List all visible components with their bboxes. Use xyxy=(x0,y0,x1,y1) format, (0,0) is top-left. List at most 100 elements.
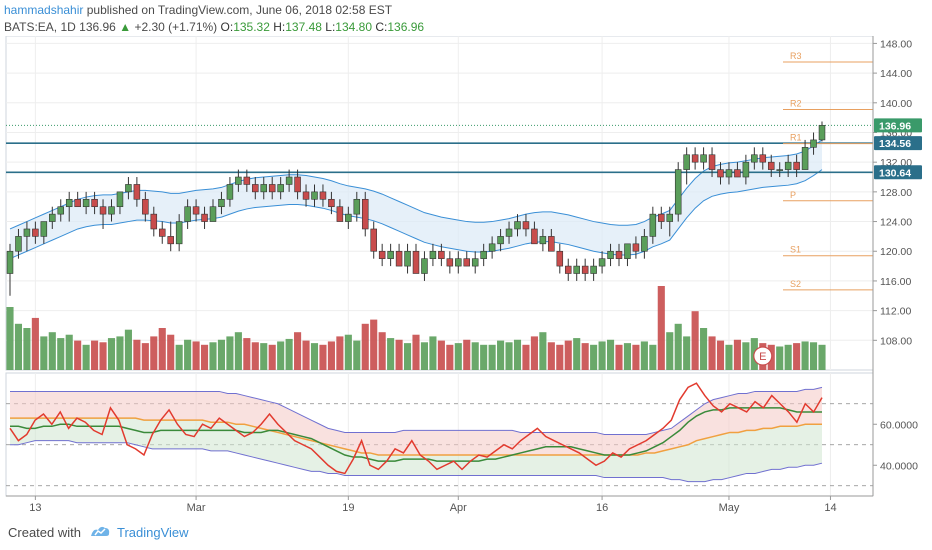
candle-body xyxy=(632,243,640,252)
candle-body xyxy=(277,184,284,193)
volume-bar xyxy=(268,344,276,370)
candle-body xyxy=(378,250,386,259)
volume-bar xyxy=(480,344,488,370)
candle-body xyxy=(531,228,538,245)
candle-body xyxy=(793,161,800,170)
volume-bar xyxy=(649,344,657,370)
pivot-label: S1 xyxy=(790,245,801,255)
rsi-tick-label: 40.0000 xyxy=(880,460,918,472)
triangle-up-icon: ▲ xyxy=(119,20,132,34)
volume-bar xyxy=(513,339,522,370)
candle-body xyxy=(818,125,826,141)
candle-body xyxy=(15,236,22,252)
volume-bar xyxy=(40,336,48,370)
pivot-label: S2 xyxy=(790,279,801,289)
volume-bar xyxy=(522,344,530,370)
candle-body xyxy=(167,236,174,245)
volume-bar xyxy=(700,328,708,370)
y-tick-label: 112.00 xyxy=(880,306,911,318)
price-label-box xyxy=(874,165,922,180)
band-fill xyxy=(10,139,822,259)
volume-bar xyxy=(598,341,606,370)
candle-body xyxy=(319,191,327,200)
volume-bar xyxy=(260,343,268,370)
candle-body xyxy=(801,147,809,170)
tradingview-brand[interactable]: TradingView xyxy=(116,525,189,540)
close-value: 136.96 xyxy=(387,20,425,34)
volume-bar xyxy=(395,339,403,370)
symbol-label[interactable]: BATS:EA, 1D xyxy=(4,20,76,34)
candle-body xyxy=(209,206,217,222)
volume-bar xyxy=(91,340,99,370)
price-label-box xyxy=(874,136,922,151)
candle-body xyxy=(192,206,200,215)
volume-bar xyxy=(471,342,479,370)
volume-bar xyxy=(74,340,82,370)
volume-bar xyxy=(640,341,648,370)
candle-body xyxy=(142,198,149,215)
candle-body xyxy=(691,154,699,163)
volume-bar xyxy=(302,340,310,370)
volume-bar xyxy=(14,323,23,370)
candle-body xyxy=(175,221,183,245)
volume-bar xyxy=(657,286,665,370)
volume-bar xyxy=(226,336,234,370)
volume-bar xyxy=(708,336,716,370)
volume-bar xyxy=(573,338,581,370)
candle-body xyxy=(268,184,276,193)
volume-bar xyxy=(387,338,395,370)
candle-body xyxy=(421,258,428,274)
candle-body xyxy=(717,169,724,178)
candle-body xyxy=(598,258,606,267)
volume-bar xyxy=(251,342,259,370)
volume-bar xyxy=(547,342,555,370)
volume-bar xyxy=(742,342,750,370)
x-tick-label: May xyxy=(719,502,740,514)
volume-bar xyxy=(581,343,589,370)
footer: Created with TradingView xyxy=(8,524,189,541)
volume-bar xyxy=(6,307,14,370)
high-label: H: xyxy=(273,20,286,34)
candle-body xyxy=(649,213,657,237)
price-label-text: 130.64 xyxy=(879,167,911,179)
volume-bar xyxy=(590,344,598,370)
y-tick-label: 144.00 xyxy=(880,68,912,80)
candle-body xyxy=(615,250,623,259)
candle-body xyxy=(641,236,648,252)
volume-bar xyxy=(530,336,538,370)
candle-body xyxy=(624,243,631,259)
y-tick-label: 124.00 xyxy=(880,217,912,229)
volume-bar xyxy=(57,338,65,370)
publish-info: published on TradingView.com, June 06, 2… xyxy=(86,3,393,17)
candle-body xyxy=(658,213,665,222)
candle-body xyxy=(133,184,141,200)
candle-body xyxy=(345,213,352,222)
volume-bar xyxy=(606,339,615,370)
volume-bar xyxy=(336,336,344,370)
volume-bar xyxy=(310,343,319,370)
x-tick-label: 13 xyxy=(29,502,41,514)
volume-bars xyxy=(6,286,826,370)
volume-bar xyxy=(167,334,175,370)
candle-body xyxy=(539,236,547,245)
candle-body xyxy=(150,213,158,230)
author-link[interactable]: hammadshahir xyxy=(4,3,84,17)
x-tick-label: Mar xyxy=(187,502,206,514)
rsi-tick-label: 60.0000 xyxy=(880,419,918,431)
candle-body xyxy=(252,184,259,193)
volume-bar xyxy=(725,344,733,370)
price-label-box xyxy=(874,118,922,133)
high-value: 137.48 xyxy=(285,20,322,34)
candles: E xyxy=(6,121,826,366)
volume-bar xyxy=(370,319,378,370)
volume-bar xyxy=(454,343,462,370)
volume-bar xyxy=(99,342,107,370)
volume-bar xyxy=(285,338,293,370)
x-tick-label: 19 xyxy=(342,502,354,514)
volume-bar xyxy=(48,332,56,370)
candle-body xyxy=(311,191,318,200)
candle-body xyxy=(353,198,361,215)
rsi-ma-line xyxy=(10,407,822,462)
candle-body xyxy=(497,236,504,245)
